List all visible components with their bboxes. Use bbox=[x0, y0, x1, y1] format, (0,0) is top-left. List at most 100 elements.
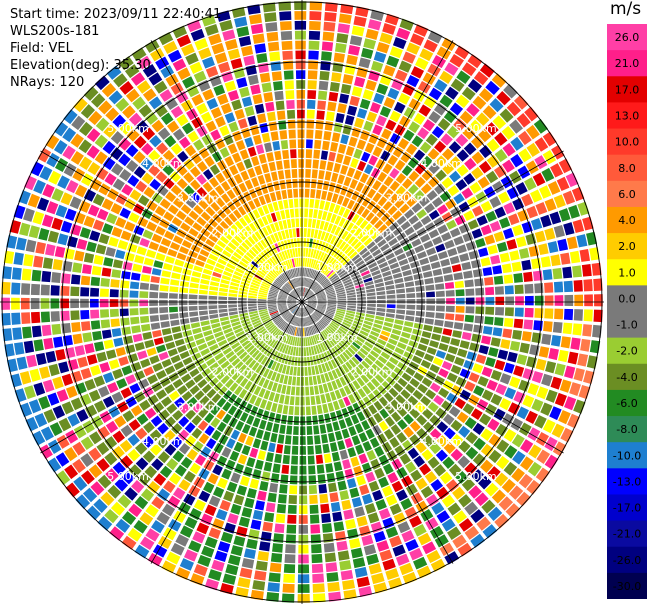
ppi-gate bbox=[299, 208, 304, 218]
ppi-gate bbox=[452, 486, 466, 500]
ppi-gate bbox=[339, 560, 352, 571]
ppi-gate bbox=[510, 417, 523, 431]
ppi-gate bbox=[388, 237, 398, 247]
ppi-gate bbox=[281, 333, 287, 342]
ppi-gate bbox=[147, 394, 159, 406]
ppi-gate bbox=[412, 355, 423, 365]
ppi-gate bbox=[319, 319, 327, 327]
ppi-gate bbox=[288, 295, 297, 300]
ppi-gate bbox=[128, 212, 140, 223]
ppi-gate bbox=[445, 290, 455, 297]
ppi-gate bbox=[442, 328, 453, 336]
ppi-gate bbox=[518, 379, 530, 392]
ppi-gate bbox=[516, 354, 528, 366]
ppi-gate bbox=[282, 286, 290, 293]
ppi-gate bbox=[383, 188, 394, 199]
ppi-gate bbox=[120, 280, 130, 289]
ppi-gate bbox=[218, 296, 228, 301]
ppi-gate bbox=[309, 198, 315, 208]
azimuth-spoke bbox=[150, 301, 303, 564]
ppi-gate bbox=[567, 351, 579, 365]
ppi-gate bbox=[270, 171, 278, 182]
ppi-gate bbox=[396, 406, 408, 418]
ppi-gate bbox=[88, 110, 103, 126]
ppi-gate bbox=[197, 254, 208, 262]
ppi-gate bbox=[97, 474, 112, 489]
ppi-gate bbox=[425, 493, 439, 507]
ppi-gate bbox=[253, 276, 262, 283]
ppi-gate bbox=[275, 278, 284, 286]
ppi-gate bbox=[289, 208, 295, 218]
ppi-gate bbox=[327, 293, 336, 298]
ppi-gate bbox=[422, 119, 436, 132]
ppi-gate bbox=[85, 404, 98, 418]
ppi-gate bbox=[219, 19, 233, 32]
ppi-gate bbox=[464, 314, 475, 323]
ppi-gate bbox=[346, 310, 356, 315]
ppi-gate bbox=[417, 127, 430, 140]
ppi-gate bbox=[40, 284, 50, 296]
ppi-gate bbox=[308, 268, 312, 278]
ppi-gate bbox=[542, 149, 557, 165]
ppi-gate bbox=[395, 185, 406, 197]
ppi-gate bbox=[302, 307, 305, 317]
ppi-gate bbox=[344, 245, 353, 255]
ppi-gate bbox=[49, 422, 63, 437]
ppi-gate bbox=[113, 337, 124, 347]
ppi-gate bbox=[296, 80, 306, 89]
ppi-gate bbox=[308, 258, 312, 268]
ppi-gate bbox=[443, 427, 456, 440]
ppi-gate bbox=[458, 494, 472, 508]
ppi-gate bbox=[316, 334, 322, 343]
ppi-gate bbox=[212, 213, 223, 224]
ppi-gate bbox=[109, 299, 119, 308]
ppi-gate bbox=[520, 456, 534, 471]
ppi-gate bbox=[83, 189, 97, 202]
ppi-gate bbox=[251, 177, 260, 188]
ppi-gate bbox=[53, 139, 68, 155]
ppi-gate bbox=[334, 264, 343, 273]
ppi-gate bbox=[504, 307, 514, 317]
ppi-gate bbox=[530, 189, 543, 203]
ppi-gate bbox=[280, 139, 289, 150]
ppi-gate bbox=[92, 330, 103, 341]
ppi-gate bbox=[362, 323, 372, 330]
ppi-gate bbox=[417, 383, 428, 394]
ppi-gate bbox=[317, 262, 323, 271]
ppi-gate bbox=[350, 414, 360, 425]
ppi-gate bbox=[550, 376, 563, 390]
ppi-gate bbox=[564, 365, 576, 379]
ppi-gate bbox=[324, 171, 332, 181]
ppi-gate bbox=[316, 293, 326, 298]
ppi-gate bbox=[310, 228, 315, 238]
ppi-gate bbox=[297, 327, 300, 337]
ppi-gate bbox=[360, 234, 370, 243]
ppi-gate bbox=[285, 365, 291, 375]
ppi-gate bbox=[278, 363, 284, 373]
ppi-gate bbox=[197, 378, 208, 389]
ppi-gate bbox=[209, 314, 219, 320]
ppi-gate bbox=[277, 304, 287, 307]
ppi-gate bbox=[343, 396, 351, 407]
ppi-gate bbox=[279, 291, 288, 296]
ppi-gate bbox=[321, 190, 328, 200]
ppi-gate bbox=[416, 292, 426, 298]
ppi-gate bbox=[194, 38, 209, 51]
ppi-gate bbox=[428, 209, 440, 221]
ppi-gate bbox=[241, 257, 250, 266]
ppi-gate bbox=[427, 401, 439, 413]
ppi-gate bbox=[226, 227, 236, 237]
ppi-gate bbox=[102, 223, 114, 235]
ppi-gate bbox=[345, 188, 354, 199]
ppi-gate bbox=[328, 591, 342, 602]
colorbar-tick-label: -30.0 bbox=[613, 580, 641, 593]
ppi-gate bbox=[312, 159, 320, 169]
ppi-gate bbox=[190, 244, 201, 253]
ppi-gate bbox=[427, 30, 443, 44]
ppi-gate bbox=[345, 518, 357, 530]
ppi-gate bbox=[412, 389, 424, 400]
ppi-gate bbox=[272, 315, 281, 322]
ppi-gate bbox=[305, 289, 311, 298]
ppi-gate bbox=[357, 160, 367, 172]
colorbar-tick-label: 10.0 bbox=[615, 136, 640, 149]
